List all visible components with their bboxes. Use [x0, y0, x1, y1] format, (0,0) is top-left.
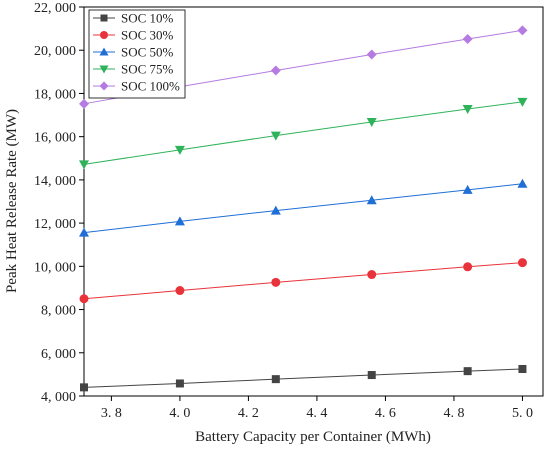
data-point	[271, 375, 280, 384]
data-point	[517, 258, 527, 268]
data-point	[366, 49, 377, 60]
x-tick-label: 4. 8	[443, 406, 464, 421]
data-point	[175, 379, 184, 388]
y-tick-label: 18, 000	[34, 87, 76, 102]
legend-entry: SOC 10%	[93, 11, 174, 26]
data-point	[99, 47, 109, 56]
y-tick-label: 16, 000	[34, 131, 76, 146]
data-point	[462, 184, 473, 194]
data-point	[366, 117, 377, 127]
x-tick-label: 4. 6	[375, 406, 396, 421]
legend: SOC 10% SOC 30% SOC 50% SOC 75% SOC 100%	[88, 9, 186, 99]
x-tick-label: 4. 2	[238, 406, 259, 421]
data-point	[517, 178, 528, 188]
data-point	[462, 105, 473, 115]
data-point	[517, 25, 528, 36]
data-point	[270, 65, 281, 76]
series-2	[79, 178, 528, 237]
series-line	[83, 101, 523, 165]
data-point	[517, 97, 528, 107]
data-point	[367, 371, 376, 380]
series-0	[80, 364, 527, 392]
legend-label: SOC 50%	[121, 45, 174, 60]
x-axis-label: Battery Capacity per Container (MWh)	[195, 429, 431, 445]
legend-entry: SOC 75%	[93, 62, 174, 77]
legend-entry: SOC 100%	[93, 79, 180, 94]
y-axis-label: Peak Heat Release Rate (MW)	[4, 109, 20, 293]
data-point	[99, 81, 109, 91]
legend-label: SOC 100%	[121, 79, 180, 94]
data-point	[462, 33, 473, 44]
data-point	[367, 270, 377, 280]
series-line	[83, 262, 523, 300]
legend-label: SOC 10%	[121, 11, 174, 26]
data-point	[79, 227, 89, 237]
x-tick-label: 4. 4	[306, 406, 327, 421]
y-axis: 4, 000 6, 000 8, 000 10, 000 12, 000 14, 000 1…	[34, 1, 84, 405]
y-tick-label: 12, 000	[34, 217, 76, 232]
series-1	[79, 258, 527, 304]
data-point	[174, 216, 185, 226]
y-tick-label: 6, 000	[41, 347, 76, 362]
y-tick-label: 8, 000	[41, 304, 76, 319]
data-point	[463, 262, 473, 272]
data-point	[79, 160, 89, 170]
y-tick-label: 20, 000	[34, 44, 76, 59]
legend-label: SOC 75%	[121, 62, 174, 77]
data-point	[100, 31, 108, 39]
data-point	[80, 383, 88, 392]
data-point	[79, 98, 89, 109]
data-point	[463, 367, 472, 376]
series-3	[79, 97, 528, 170]
data-point	[518, 364, 527, 373]
x-tick-label: 4. 0	[169, 406, 190, 421]
y-tick-label: 14, 000	[34, 174, 76, 189]
x-tick-label: 3. 8	[101, 406, 122, 421]
data-point	[99, 65, 109, 74]
series-line	[83, 368, 523, 388]
y-tick-label: 22, 000	[34, 1, 76, 16]
y-tick-label: 10, 000	[34, 260, 76, 275]
data-point	[100, 14, 108, 22]
x-tick-label: 5. 0	[512, 406, 533, 421]
plot-frame	[83, 6, 544, 397]
legend-entry: SOC 30%	[93, 28, 174, 43]
legend-label: SOC 30%	[121, 28, 174, 43]
data-point	[79, 294, 89, 304]
data-point	[175, 286, 185, 296]
y-tick-label: 4, 000	[41, 390, 76, 405]
data-point	[366, 195, 377, 205]
legend-entry: SOC 50%	[93, 45, 174, 60]
x-axis: 3. 8 4. 0 4. 2 4. 4 4. 6 4. 8 5. 0	[101, 396, 533, 421]
data-point	[270, 205, 281, 215]
series-line	[83, 183, 523, 234]
data-point	[271, 277, 281, 287]
data-point	[174, 145, 185, 155]
data-point	[270, 131, 281, 141]
